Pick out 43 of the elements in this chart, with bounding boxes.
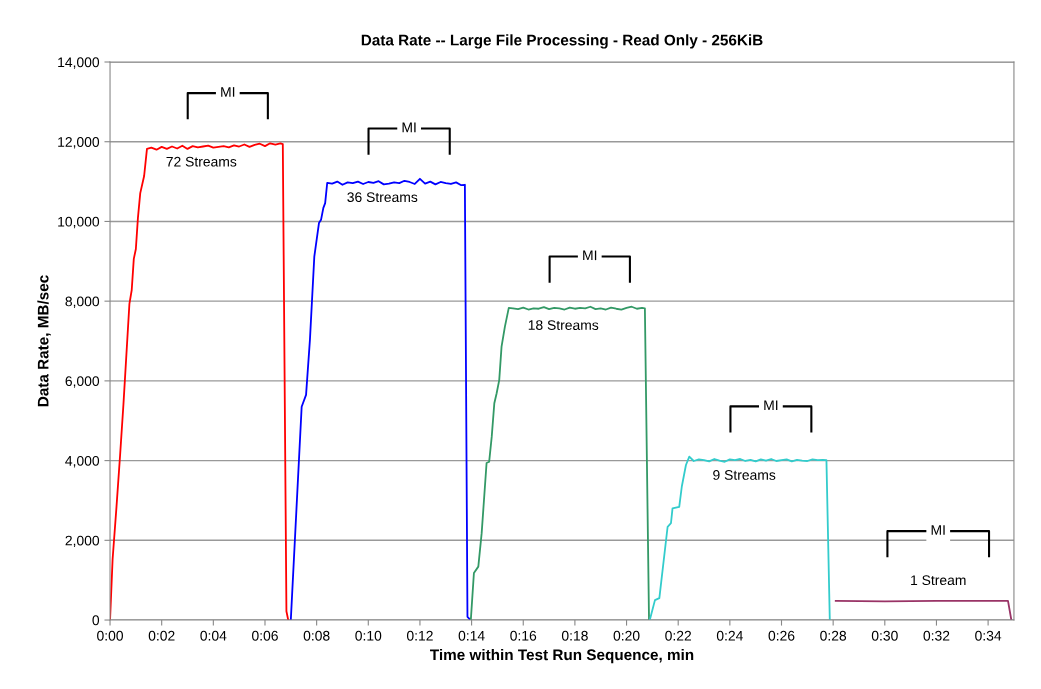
annotation: MI <box>931 525 945 535</box>
x-tick-label: 0:34 <box>975 630 1002 641</box>
line-series <box>110 142 290 621</box>
annotation: 9 Streams <box>713 470 776 480</box>
line-series <box>469 305 650 621</box>
annotation: 72 Streams <box>166 156 237 167</box>
x-tick-label: 0:28 <box>820 630 847 641</box>
x-tick-label: 0:18 <box>561 630 588 641</box>
x-tick-label: 0:22 <box>665 630 692 641</box>
x-tick-label: 0:14 <box>458 630 485 641</box>
y-tick-label: 10,000 <box>58 216 100 229</box>
annotation: MI <box>221 87 235 97</box>
line-series <box>289 177 472 621</box>
x-tick-label: 0:16 <box>510 630 537 641</box>
annotation: 36 Streams <box>347 192 418 203</box>
annotation: MI <box>764 400 778 410</box>
y-tick-label: 6,000 <box>65 376 100 388</box>
chart-title: Data Rate -- Large File Processing - Read Only - 256KiB <box>361 34 763 49</box>
x-tick-label: 0:24 <box>716 630 743 641</box>
y-tick-label: 8,000 <box>65 296 100 308</box>
x-tick-label: 0:04 <box>200 630 227 641</box>
x-tick-label: 0:12 <box>406 630 433 641</box>
x-axis-title: Time within Test Run Sequence, min <box>430 648 694 664</box>
x-tick-label: 0:32 <box>923 630 950 641</box>
x-tick-label: 0:26 <box>768 630 795 641</box>
x-tick-label: 0:30 <box>871 630 898 641</box>
x-tick-label: 0:02 <box>148 630 175 641</box>
annotation: MI <box>583 250 597 261</box>
y-tick-label: 0 <box>92 615 100 626</box>
y-tick-label: 4,000 <box>65 455 100 468</box>
annotation: 1 Stream <box>911 575 966 586</box>
annotation: MI <box>402 122 416 133</box>
x-tick-label: 0:00 <box>97 630 124 641</box>
y-tick-label: 12,000 <box>58 137 100 149</box>
line-series <box>648 455 831 621</box>
x-tick-label: 0:08 <box>303 630 330 641</box>
y-tick-label: 2,000 <box>65 535 100 548</box>
x-tick-label: 0:10 <box>355 630 382 641</box>
y-axis-title: Data Rate, MB/sec <box>37 275 51 407</box>
x-tick-label: 0:06 <box>252 630 278 641</box>
y-tick-label: 14,000 <box>58 57 100 69</box>
x-tick-label: 0:20 <box>613 630 640 641</box>
annotation: 18 Streams <box>528 320 599 330</box>
